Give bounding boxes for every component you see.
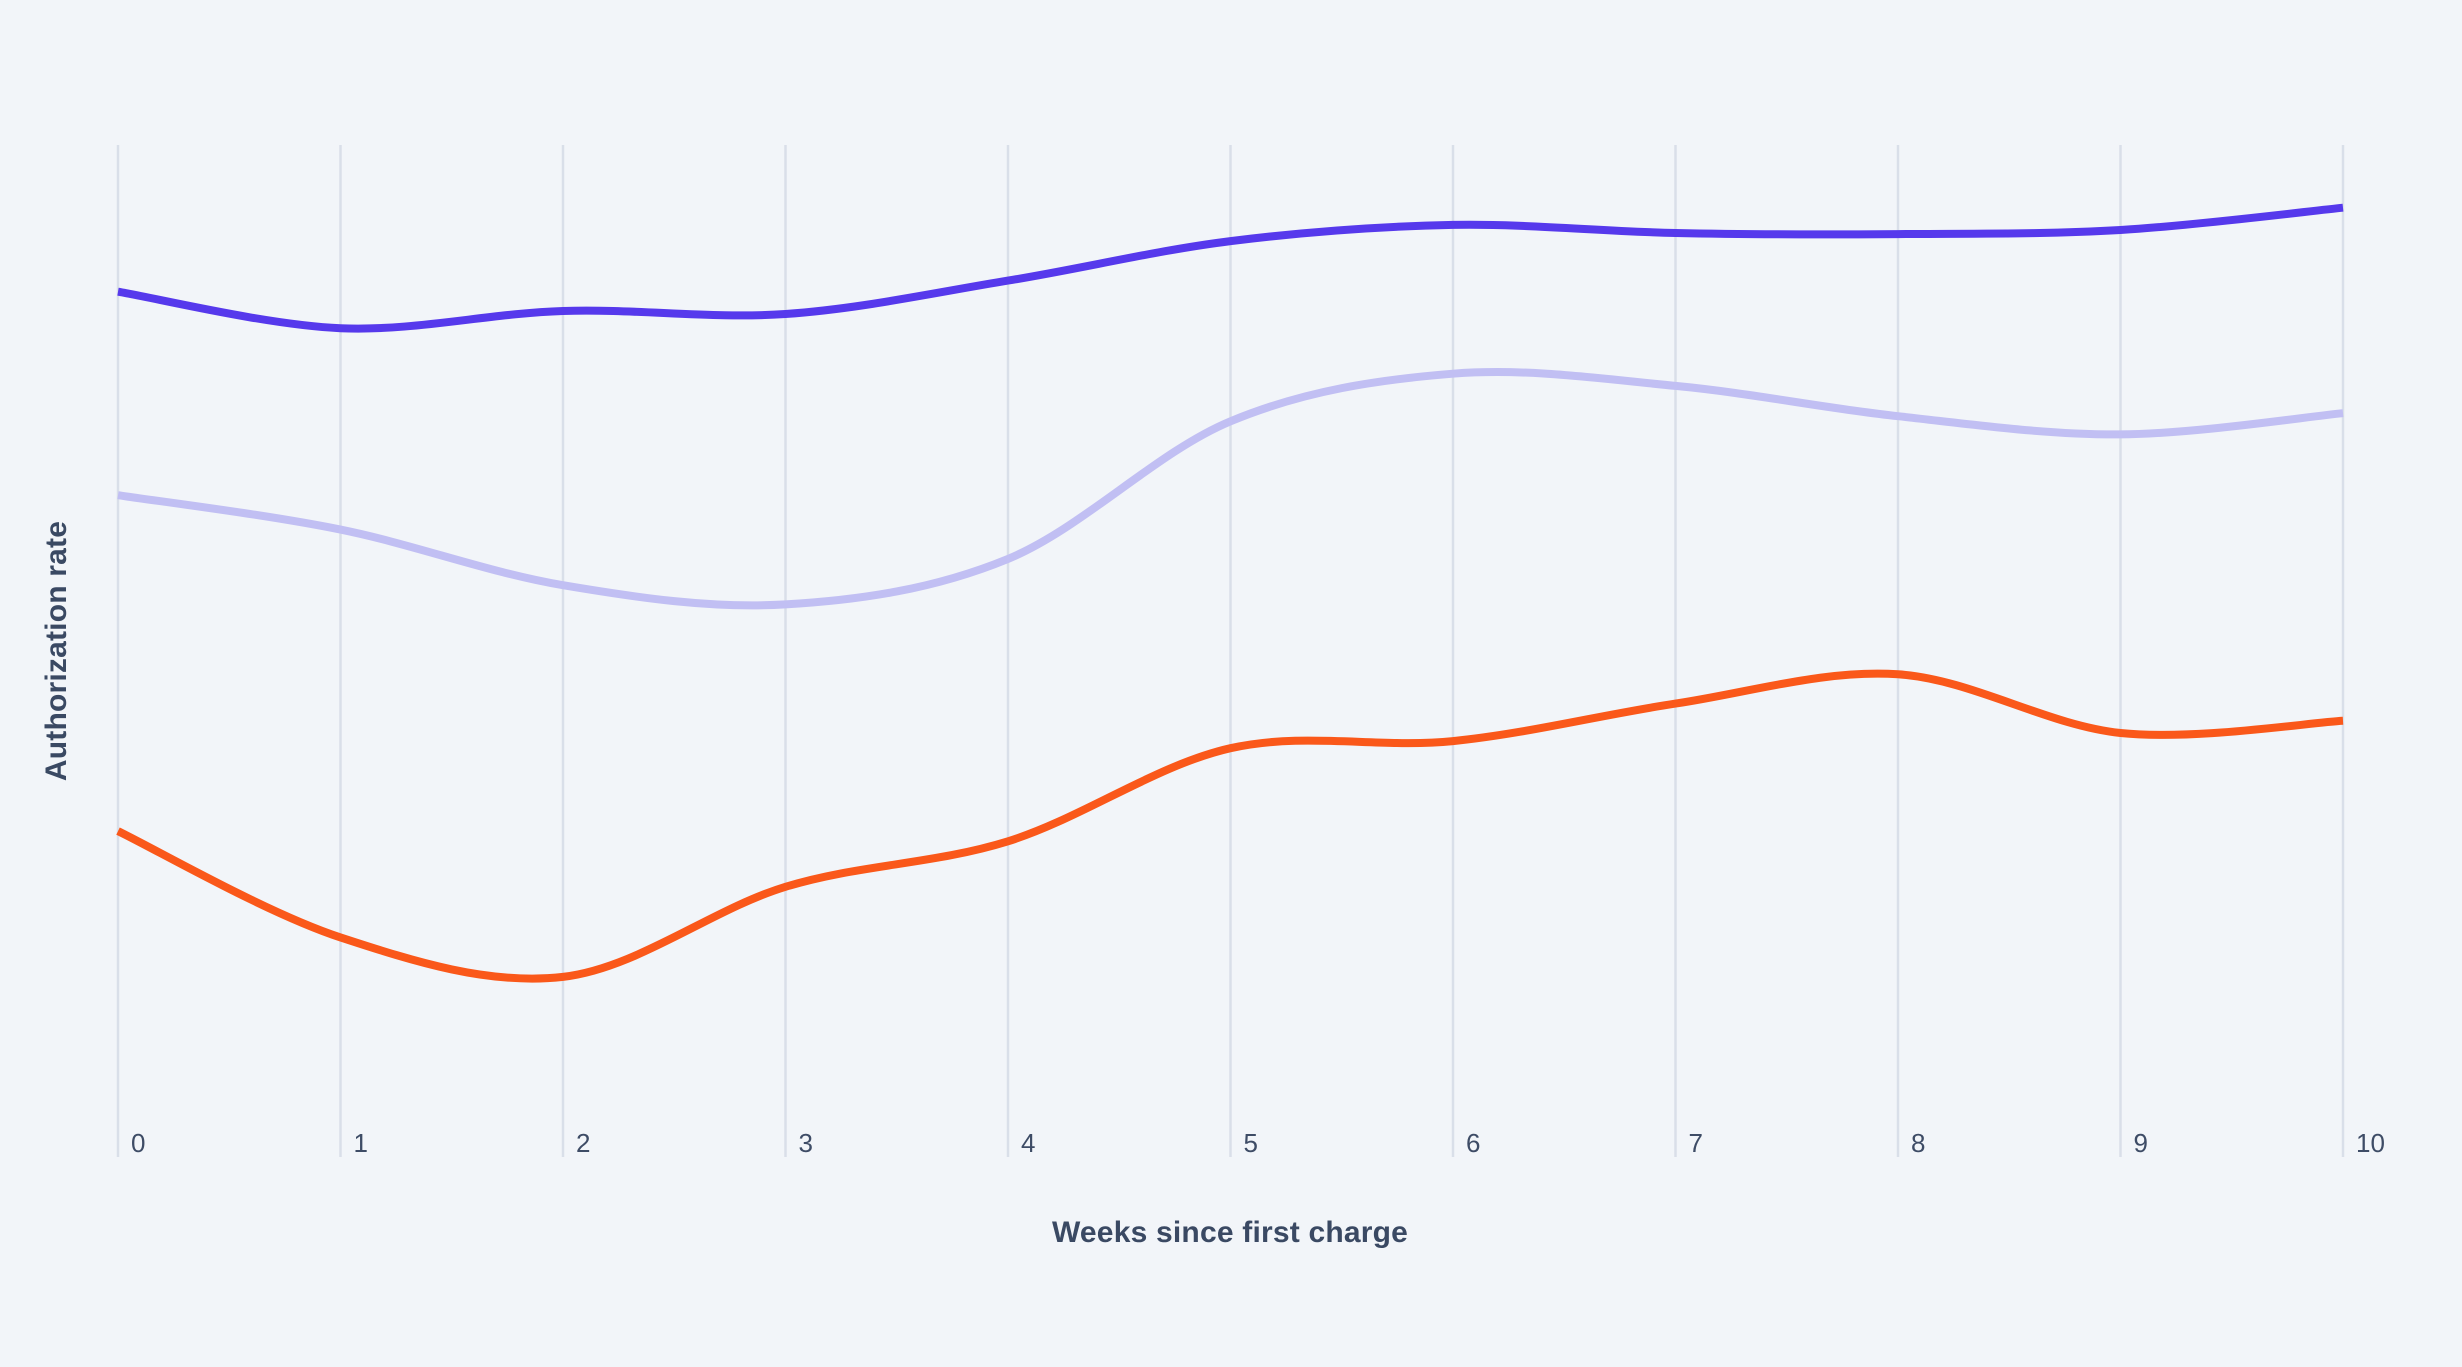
x-tick-label-3: 3 <box>799 1128 813 1158</box>
gridlines-group <box>116 145 2345 1157</box>
series-orange-line <box>116 669 2344 983</box>
series-lines-group <box>116 203 2344 983</box>
y-axis-title: Authorization rate <box>40 521 73 781</box>
x-axis-title: Weeks since first charge <box>1052 1216 1408 1249</box>
x-tick-label-4: 4 <box>1021 1128 1035 1158</box>
x-tick-label-2: 2 <box>576 1128 590 1158</box>
x-tick-label-6: 6 <box>1466 1128 1480 1158</box>
x-tick-label-7: 7 <box>1689 1128 1703 1158</box>
x-tick-label-1: 1 <box>354 1128 368 1158</box>
x-tick-label-8: 8 <box>1911 1128 1925 1158</box>
x-tick-label-10: 10 <box>2356 1128 2385 1158</box>
series-lavender-line <box>117 368 2344 610</box>
series-indigo-line <box>117 203 2344 333</box>
x-tick-label-0: 0 <box>131 1128 145 1158</box>
x-tick-label-9: 9 <box>2134 1128 2148 1158</box>
x-tick-labels-group: 0 1 2 3 4 5 6 7 8 9 10 <box>131 1128 2385 1158</box>
x-tick-label-5: 5 <box>1244 1128 1258 1158</box>
